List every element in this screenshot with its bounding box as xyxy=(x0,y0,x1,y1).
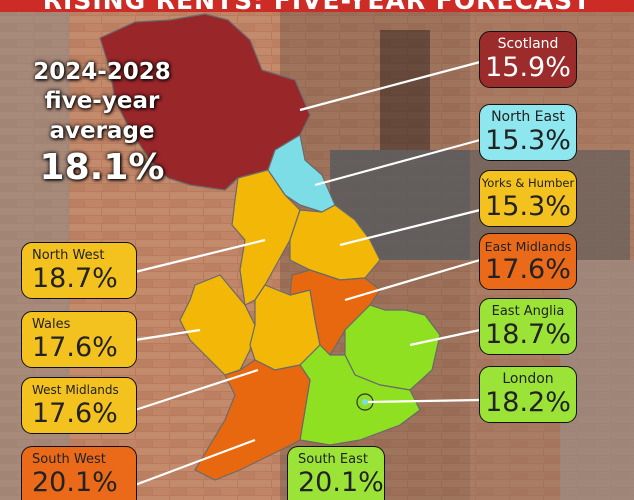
region-value: 15.9% xyxy=(485,52,571,83)
region-name: East Midlands xyxy=(484,239,572,254)
region-value: 18.7% xyxy=(32,263,118,294)
region-value: 17.6% xyxy=(485,254,571,285)
label-north-west: North West 18.7% xyxy=(21,242,137,299)
label-scotland: Scotland 15.9% xyxy=(479,31,577,88)
region-name: North West xyxy=(32,248,105,263)
title-banner: RISING RENTS: FIVE-YEAR FORECAST xyxy=(0,0,634,12)
region-value: 20.1% xyxy=(298,467,384,498)
region-name: Yorks & Humber xyxy=(481,176,575,190)
region-value: 17.6% xyxy=(32,332,118,363)
label-west-midlands: West Midlands 17.6% xyxy=(21,377,137,434)
average-subtitle-2: average xyxy=(49,118,155,144)
region-name: South East xyxy=(298,452,368,467)
label-south-east: South East 20.1% xyxy=(287,446,385,500)
region-name: North East xyxy=(491,109,565,125)
average-callout: 2024-2028 five-year average 18.1% xyxy=(14,58,190,190)
region-value: 18.2% xyxy=(485,387,571,418)
average-value: 18.1% xyxy=(39,147,165,188)
label-south-west: South West 20.1% xyxy=(21,446,137,500)
london-dot xyxy=(362,399,368,405)
label-yorks-humber: Yorks & Humber 15.3% xyxy=(479,170,577,227)
average-period: 2024-2028 xyxy=(33,59,171,85)
region-name: Wales xyxy=(32,317,71,332)
region-yorks-humber xyxy=(289,204,381,281)
region-south-west xyxy=(194,359,311,481)
label-east-midlands: East Midlands 17.6% xyxy=(479,233,577,290)
region-value: 18.7% xyxy=(485,319,571,350)
region-value: 15.3% xyxy=(485,191,571,222)
region-value: 17.6% xyxy=(32,398,118,429)
region-east-anglia xyxy=(344,304,441,391)
region-value: 20.1% xyxy=(32,467,118,498)
region-name: London xyxy=(502,371,554,387)
region-name: West Midlands xyxy=(32,383,119,397)
region-value: 15.3% xyxy=(485,125,571,156)
region-name: Scotland xyxy=(497,36,559,52)
average-subtitle-1: five-year xyxy=(44,88,160,114)
label-east-anglia: East Anglia 18.7% xyxy=(479,298,577,355)
label-wales: Wales 17.6% xyxy=(21,311,137,368)
label-london: London 18.2% xyxy=(479,366,577,423)
label-north-east: North East 15.3% xyxy=(479,104,577,161)
region-name: East Anglia xyxy=(491,304,565,319)
region-name: South West xyxy=(32,452,106,467)
banner-title: RISING RENTS: FIVE-YEAR FORECAST xyxy=(0,0,634,12)
